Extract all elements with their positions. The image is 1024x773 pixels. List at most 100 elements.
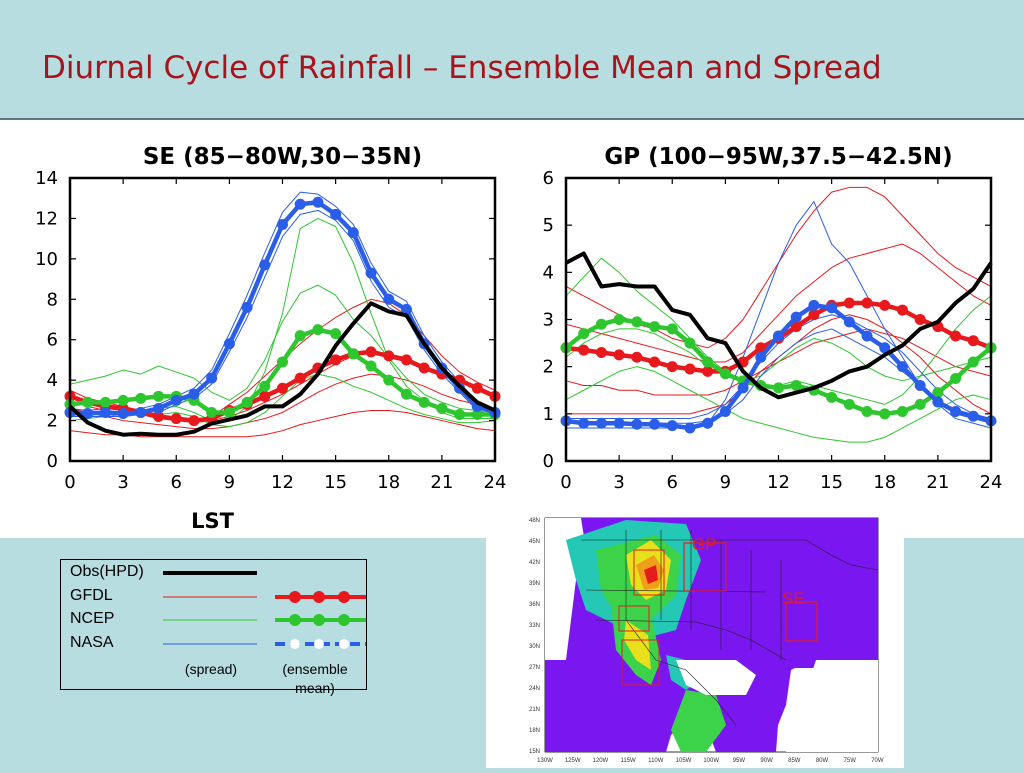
- data-point-nasa-13: [790, 311, 802, 323]
- data-point-nasa-17: [365, 267, 377, 279]
- y-tick-label: 4: [543, 262, 554, 283]
- x-tick-label: 24: [484, 472, 507, 493]
- map-lat-label: 30N: [529, 644, 540, 650]
- map-lat-label: 39N: [529, 581, 540, 587]
- map-borders: [581, 530, 879, 726]
- legend-label-obs: Obs(HPD): [70, 563, 144, 580]
- x-tick-label: 6: [171, 472, 182, 493]
- data-point-ncep-22: [454, 409, 466, 421]
- data-point-ncep-4: [631, 316, 643, 328]
- data-point-ncep-5: [649, 321, 661, 333]
- data-point-ncep-12: [277, 356, 288, 368]
- data-point-gfdl-17: [861, 297, 873, 309]
- data-point-nasa-7: [188, 388, 200, 400]
- y-tick-label: 4: [47, 370, 58, 391]
- series-line-obshpd-obs-0: [565, 251, 993, 400]
- data-point-ncep-23: [967, 356, 979, 368]
- data-point-nasa-4: [631, 418, 643, 430]
- data-point-ncep-2: [595, 318, 607, 330]
- data-point-nasa-15: [330, 208, 342, 220]
- y-tick-label: 14: [35, 168, 58, 189]
- data-point-ncep-8: [702, 356, 714, 368]
- precipitation-map: GP SE 48N 45N 42N 39N 36N 33N 30N 27N 24N 21N 18N 1…: [486, 510, 904, 768]
- series-line-ncep-spread-8: [69, 284, 496, 413]
- map-lon-label: 125W: [565, 758, 581, 764]
- data-point-gfdl-13: [790, 321, 802, 333]
- data-point-gfdl-1: [578, 344, 590, 356]
- data-point-gfdl-18: [383, 350, 395, 362]
- map-lon-labels: 130W 125W 120W 115W 110W 105W 100W 95W 90W 85W 80W…: [537, 758, 884, 764]
- map-box-sw: [633, 549, 665, 596]
- data-point-nasa-12: [773, 330, 784, 342]
- y-tick-label: 2: [47, 411, 58, 432]
- data-point-nasa-8: [206, 372, 218, 384]
- data-point-nasa-22: [950, 405, 962, 417]
- data-point-gfdl-13: [294, 372, 306, 384]
- chart-gp: GP (100−95W,37.5−42.5N)0 3 6 9 12 15 18 21 24012…: [543, 144, 1003, 493]
- data-point-nasa-19: [896, 361, 908, 373]
- map-label-se: SE: [782, 589, 805, 608]
- legend-label-gfdl: GFDL: [70, 587, 113, 604]
- data-point-gfdl-23: [967, 335, 979, 347]
- map-lon-label: 85W: [788, 758, 801, 764]
- series-line-nasa-mean-3: [69, 200, 496, 416]
- y-tick-label: 0: [543, 451, 554, 472]
- x-tick-label: 18: [377, 472, 400, 493]
- data-point-ncep-12: [773, 382, 784, 394]
- map-box-se: [785, 601, 818, 642]
- data-point-nasa-19: [400, 303, 412, 315]
- data-point-nasa-5: [153, 402, 165, 414]
- map-lon-label: 110W: [648, 758, 664, 764]
- data-point-gfdl-12: [277, 382, 288, 394]
- data-point-nasa-23: [967, 410, 979, 422]
- data-point-nasa-12: [277, 218, 288, 230]
- legend-label-nasa: NASA: [70, 634, 114, 651]
- x-tick-label: 21: [430, 472, 453, 493]
- slide-title: Diurnal Cycle of Rainfall – Ensemble Mea…: [42, 50, 882, 86]
- map-lat-labels: 48N 45N 42N 39N 36N 33N 30N 27N 24N 21N 18N 15N: [529, 518, 540, 755]
- data-point-gfdl-6: [666, 361, 678, 373]
- data-point-ncep-15: [330, 328, 342, 340]
- y-tick-label: 5: [543, 215, 554, 236]
- data-point-ncep-21: [436, 402, 448, 414]
- x-tick-label: 0: [560, 472, 571, 493]
- data-point-gfdl-19: [896, 304, 908, 316]
- y-tick-label: 0: [47, 451, 58, 472]
- y-tick-label: 6: [47, 330, 58, 351]
- data-point-ncep-1: [578, 328, 590, 340]
- x-tick-label: 0: [64, 472, 75, 493]
- data-point-ncep-17: [365, 360, 377, 372]
- series-line-obshpd-obs-0: [68, 301, 496, 437]
- series-line-gfdl-spread-6: [69, 373, 496, 430]
- y-tick-label: 12: [35, 208, 58, 229]
- data-point-nasa-3: [117, 407, 129, 419]
- series-line-ncep-spread-9: [565, 328, 992, 382]
- data-point-gfdl-3: [613, 349, 625, 361]
- data-point-nasa-1: [578, 417, 590, 429]
- data-point-gfdl-19: [400, 354, 412, 366]
- charts-area: SE (85−80W,30−35N)0 3 6 9 12 15 18 21 2402468101…: [35, 144, 1003, 533]
- legend-mean-label-line2: mean): [295, 680, 335, 696]
- x-tick-label: 9: [720, 472, 731, 493]
- data-point-nasa-2: [595, 417, 607, 429]
- map-lon-label: 75W: [844, 758, 857, 764]
- x-tick-label: 15: [324, 472, 347, 493]
- y-tick-label: 1: [543, 404, 554, 425]
- map-box-mx: [621, 639, 660, 686]
- data-point-ncep-22: [950, 372, 962, 384]
- legend-swatches: [163, 571, 366, 649]
- data-point-nasa-6: [666, 420, 678, 432]
- map-lon-label: 100W: [703, 758, 719, 764]
- data-point-nasa-18: [383, 293, 395, 305]
- data-point-ncep-14: [312, 324, 324, 336]
- data-point-gfdl-23: [471, 382, 483, 394]
- data-point-ncep-9: [719, 368, 731, 380]
- data-point-ncep-13: [294, 330, 306, 342]
- data-point-nasa-14: [808, 299, 820, 311]
- series-line-gfdl-spread-5: [565, 243, 992, 363]
- map-lon-label: 105W: [676, 758, 692, 764]
- y-tick-label: 10: [35, 249, 58, 270]
- data-point-nasa-1: [82, 407, 94, 419]
- data-point-nasa-11: [755, 351, 767, 363]
- legend-label-ncep: NCEP: [70, 610, 115, 627]
